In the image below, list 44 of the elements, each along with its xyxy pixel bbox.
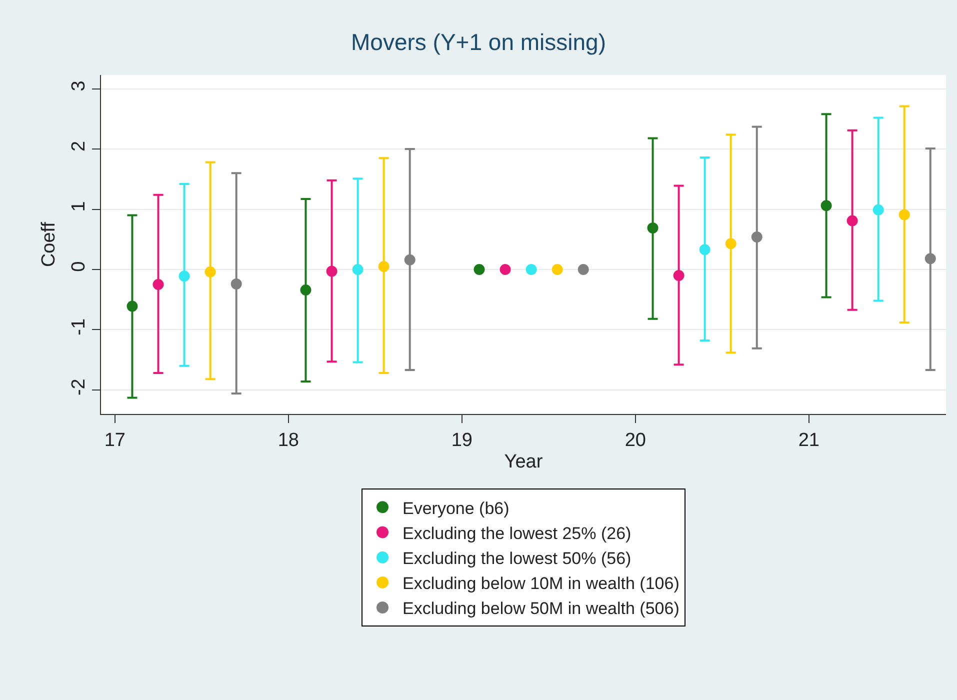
- point: [725, 238, 736, 250]
- legend-label: Everyone (b6): [402, 498, 510, 518]
- point: [352, 264, 364, 275]
- y-tick-label: -2: [68, 378, 90, 396]
- x-tick-label: 17: [104, 430, 126, 451]
- x-tick-label: 20: [624, 430, 646, 451]
- point: [326, 266, 338, 277]
- x-tick-label: 18: [278, 430, 299, 451]
- point: [404, 254, 416, 266]
- legend-label: Excluding below 50M in wealth (506): [402, 599, 680, 618]
- point: [300, 284, 312, 296]
- y-tick-label: 0: [68, 261, 90, 272]
- y-axis-title: Coeff: [38, 221, 60, 268]
- point: [152, 279, 164, 290]
- y-tick-label: 2: [68, 140, 90, 152]
- point: [872, 204, 884, 216]
- point: [647, 222, 658, 234]
- point: [846, 215, 858, 226]
- point: [526, 264, 537, 275]
- point: [898, 209, 910, 220]
- point: [378, 260, 390, 272]
- chart-title: Movers (Y+1 on missing): [351, 29, 606, 56]
- point: [751, 231, 762, 242]
- legend-label: Excluding the lowest 25% (26): [402, 524, 632, 543]
- y-tick-label: 3: [68, 80, 90, 92]
- point: [578, 264, 589, 275]
- point: [500, 264, 511, 275]
- x-tick-label: 21: [798, 430, 820, 451]
- y-tick-label: -1: [68, 318, 90, 336]
- point: [204, 266, 216, 278]
- legend-label: Excluding the lowest 50% (56): [402, 548, 632, 568]
- x-axis-title: Year: [504, 452, 544, 473]
- point: [699, 244, 710, 256]
- point: [552, 264, 563, 275]
- point: [474, 264, 485, 275]
- point: [178, 270, 190, 282]
- y-tick-label: 1: [68, 201, 90, 212]
- point: [230, 278, 242, 290]
- legend-label: Excluding below 10M in wealth (106): [402, 574, 680, 594]
- x-tick-label: 19: [451, 430, 472, 451]
- point: [126, 300, 138, 312]
- point: [820, 200, 832, 212]
- point: [924, 253, 936, 264]
- point: [673, 270, 684, 282]
